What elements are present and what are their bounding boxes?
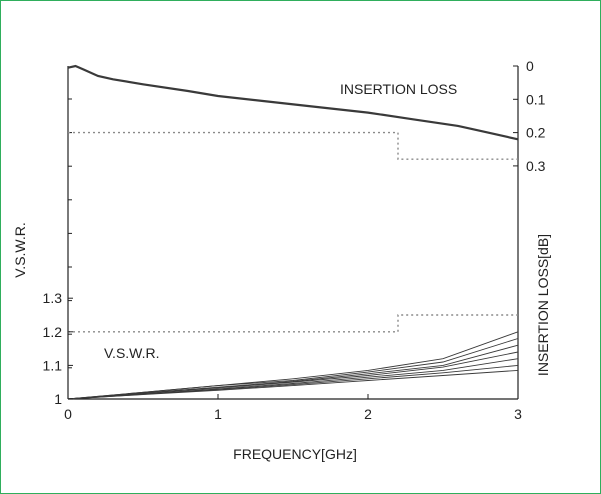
vswr-spec-line — [68, 314, 518, 333]
y-right-tick-label: 0.3 — [526, 158, 546, 174]
y-right-tick-label: 0.1 — [526, 91, 546, 107]
x-tick-label: 2 — [364, 406, 372, 422]
x-tick-label: 0 — [64, 406, 72, 422]
y-axis-right-label: INSERTION LOSS[dB] — [535, 234, 551, 376]
y-left-tick-label: 1.2 — [43, 324, 63, 340]
vswr-curve — [67, 338, 519, 400]
x-tick-label: 3 — [514, 406, 522, 422]
y-left-tick-label: 1.3 — [43, 290, 63, 306]
plot-area — [67, 64, 519, 400]
vswr-curve — [67, 369, 519, 400]
y-right-tick-label: 0 — [526, 58, 534, 74]
y-axis-left-label: V.S.W.R. — [12, 222, 28, 278]
y-left-tick-label: 1 — [54, 391, 62, 407]
x-axis-label: FREQUENCY[GHz] — [233, 446, 357, 462]
annotation-insertion-loss: INSERTION LOSS — [340, 81, 457, 97]
y-left-tick-label: 1.1 — [43, 357, 63, 373]
series-layer — [67, 64, 519, 400]
insertion-loss-curve — [67, 64, 519, 141]
insertion-loss-spec-line — [68, 131, 518, 160]
x-tick-label: 1 — [214, 406, 222, 422]
annotation-vswr: V.S.W.R. — [104, 345, 160, 361]
vswr-curve — [67, 351, 519, 400]
y-right-tick-label: 0.2 — [526, 125, 546, 141]
ticks-layer: 0 1 2 311.11.21.300.10.20.3 — [43, 58, 546, 422]
